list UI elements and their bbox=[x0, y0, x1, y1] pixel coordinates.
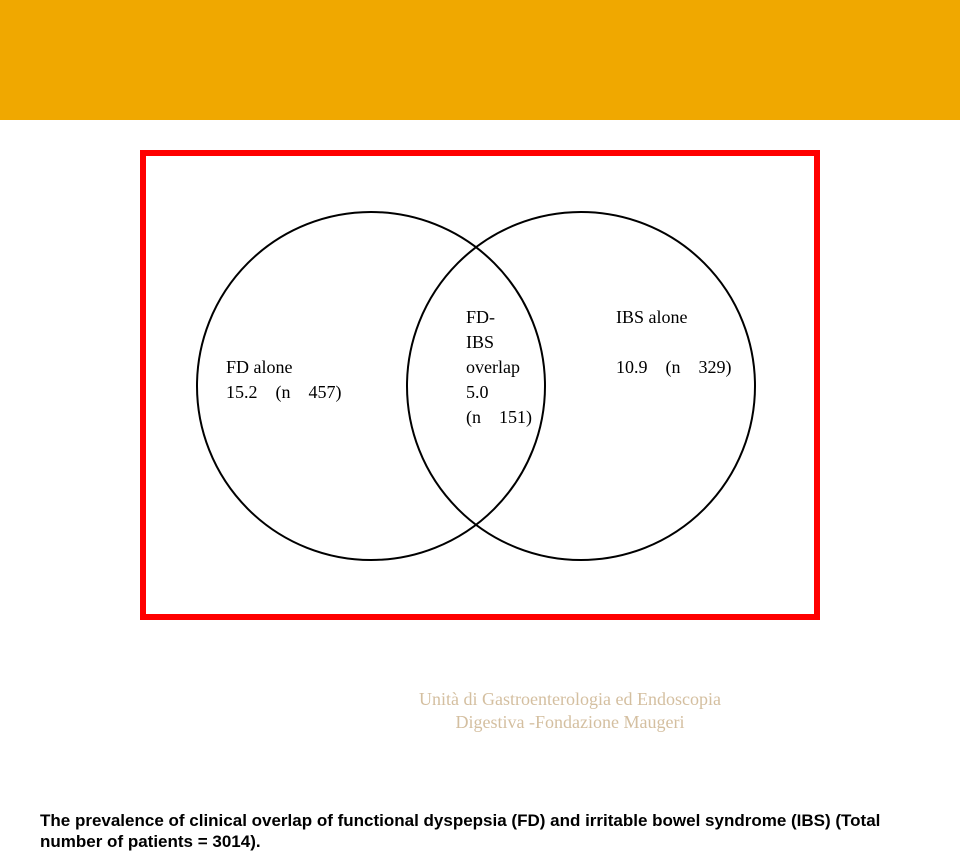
ibs-alone-value: 10.9 (n 329) bbox=[616, 356, 732, 379]
ibs-alone-title: IBS alone bbox=[616, 306, 688, 329]
overlap-line5: (n 151) bbox=[466, 406, 532, 429]
header-banner bbox=[0, 0, 960, 120]
watermark-text: Unità di Gastroenterologia ed Endoscopia… bbox=[320, 688, 820, 733]
overlap-line3: overlap bbox=[466, 356, 520, 379]
venn-diagram: FD alone 15.2 (n 457) FD- IBS overlap 5.… bbox=[146, 156, 814, 614]
venn-circle-ibs bbox=[406, 211, 756, 561]
fd-alone-title: FD alone bbox=[226, 356, 293, 379]
figure-caption: The prevalence of clinical overlap of fu… bbox=[40, 810, 940, 853]
overlap-line4: 5.0 bbox=[466, 381, 507, 404]
overlap-line1: FD- bbox=[466, 306, 495, 329]
overlap-line2: IBS bbox=[466, 331, 494, 354]
fd-alone-value: 15.2 (n 457) bbox=[226, 381, 342, 404]
watermark-line1: Unità di Gastroenterologia ed Endoscopia bbox=[419, 689, 721, 709]
watermark-line2: Digestiva -Fondazione Maugeri bbox=[456, 712, 685, 732]
caption-text: The prevalence of clinical overlap of fu… bbox=[40, 811, 880, 851]
venn-frame: FD alone 15.2 (n 457) FD- IBS overlap 5.… bbox=[140, 150, 820, 620]
